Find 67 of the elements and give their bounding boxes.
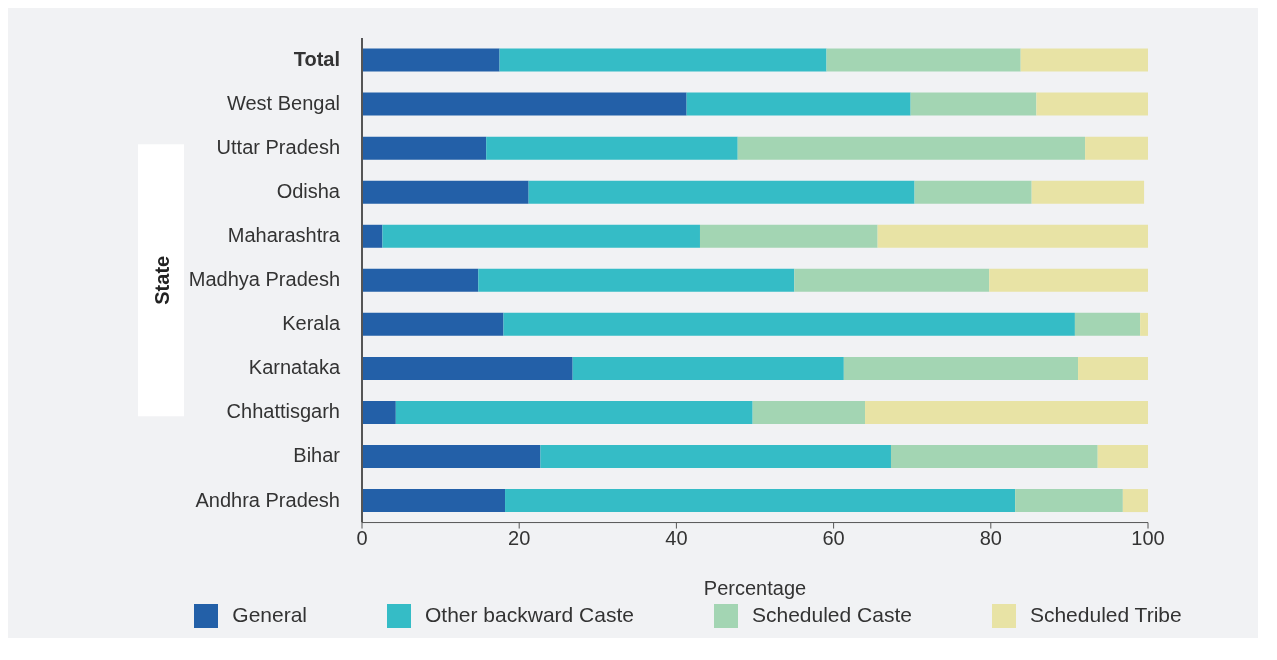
bar <box>877 224 1148 248</box>
legend-label: General <box>232 602 308 626</box>
bar <box>540 445 891 469</box>
y-tick-label: Bihar <box>293 444 341 467</box>
y-tick-label: Karnataka <box>248 356 341 379</box>
bar <box>362 48 500 72</box>
bar <box>362 268 479 292</box>
bar <box>362 400 396 424</box>
legend-label: Scheduled Tribe <box>1029 602 1182 626</box>
bar <box>686 92 911 116</box>
bar <box>989 268 1148 292</box>
bar <box>1074 312 1141 336</box>
bar <box>1097 445 1148 469</box>
x-tick-label: 40 <box>665 526 688 549</box>
bar <box>505 489 1016 513</box>
bar <box>486 136 738 160</box>
bar <box>362 356 573 380</box>
bar <box>1031 180 1145 204</box>
y-tick-label: Total <box>293 48 340 71</box>
y-tick-label: Andhra Pradesh <box>195 488 340 511</box>
bar <box>478 268 795 292</box>
bar <box>362 312 504 336</box>
y-tick-label: Uttar Pradesh <box>216 136 340 159</box>
y-tick-label: Maharashtra <box>227 224 341 247</box>
bar <box>699 224 878 248</box>
bar <box>843 356 1079 380</box>
x-tick-label: 60 <box>822 526 845 549</box>
bar <box>1140 312 1148 336</box>
bar <box>1122 489 1148 513</box>
bar <box>362 224 383 248</box>
bar <box>503 312 1075 336</box>
bar <box>362 92 687 116</box>
bar <box>865 400 1148 424</box>
bar <box>1020 48 1148 72</box>
bar <box>752 400 866 424</box>
bar <box>528 180 915 204</box>
y-tick-label: Odisha <box>276 180 341 203</box>
y-axis-title: State <box>151 255 173 305</box>
bar <box>737 136 1086 160</box>
bar <box>1085 136 1148 160</box>
x-axis-title: Percentage <box>703 576 807 599</box>
bar <box>794 268 990 292</box>
y-tick-label: Kerala <box>282 312 341 335</box>
bar <box>890 445 1098 469</box>
bar <box>1015 489 1123 513</box>
bar <box>1036 92 1148 116</box>
bar <box>362 489 506 513</box>
bar <box>910 92 1037 116</box>
bar <box>382 224 700 248</box>
y-tick-label: Chhattisgarh <box>226 400 340 423</box>
bar <box>572 356 844 380</box>
bar <box>362 445 541 469</box>
x-tick-label: 100 <box>1131 526 1165 549</box>
y-tick-label: Madhya Pradesh <box>188 268 340 291</box>
y-tick-label: West Bengal <box>226 92 340 115</box>
legend-label: Scheduled Caste <box>751 602 912 626</box>
bar <box>826 48 1021 72</box>
bar <box>914 180 1032 204</box>
x-tick-label: 20 <box>508 526 531 549</box>
legend-label: Other backward Caste <box>425 602 634 626</box>
bar <box>499 48 827 72</box>
bar <box>362 136 487 160</box>
bar <box>362 180 529 204</box>
bar <box>395 400 753 424</box>
x-tick-label: 80 <box>979 526 1002 549</box>
bar <box>1078 356 1148 380</box>
x-tick-label: 0 <box>356 526 368 549</box>
